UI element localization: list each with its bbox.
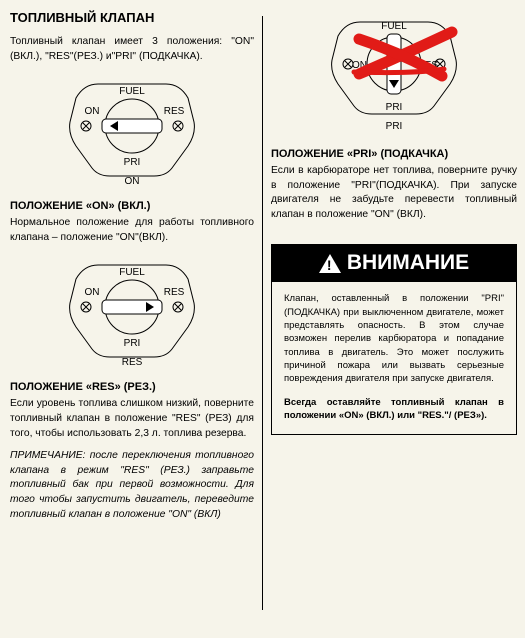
lbl-fuel: FUEL [381, 21, 407, 32]
warning-header: ВНИМАНИЕ [272, 245, 516, 282]
valve-diagram-pri: FUEL ON RES PRI PRI [271, 14, 517, 134]
intro-text: Топливный клапан имеет 3 положения: "ON"… [10, 35, 254, 64]
lbl-pri: PRI [386, 102, 403, 113]
heading-on: ПОЛОЖЕНИЕ «ON» (ВКЛ.) [10, 200, 254, 212]
valve-diagram-on: FUEL ON RES PRI ON [10, 76, 254, 186]
heading-pri: ПОЛОЖЕНИЕ «PRI» (ПОДКАЧКА) [271, 148, 517, 160]
lbl-pri: PRI [124, 338, 141, 349]
lbl-on: ON [85, 287, 100, 298]
text-res: Если уровень топлива слишком низкий, пов… [10, 397, 254, 441]
lbl-pri: PRI [124, 157, 141, 168]
lbl-res: RES [164, 287, 185, 298]
text-pri: Если в карбюраторе нет топлива, повернит… [271, 164, 517, 222]
warning-text-2: Всегда оставляйте топливный клапан в пол… [284, 396, 504, 423]
heading-res: ПОЛОЖЕНИЕ «RES» (РЕЗ.) [10, 381, 254, 393]
page-title: ТОПЛИВНЫЙ КЛАПАН [10, 10, 254, 25]
text-on: Нормальное положение для работы топливно… [10, 216, 254, 245]
lbl-fuel: FUEL [119, 267, 145, 278]
lbl-res: RES [164, 106, 185, 117]
warning-title: ВНИМАНИЕ [347, 251, 469, 275]
warning-text-1: Клапан, оставленный в положении "PRI" (П… [284, 292, 504, 385]
warning-box: ВНИМАНИЕ Клапан, оставленный в положении… [271, 244, 517, 435]
text-note: ПРИМЕЧАНИЕ: после переключения топливног… [10, 449, 254, 522]
lbl-fuel: FUEL [119, 86, 145, 97]
lbl-bottom: RES [122, 357, 143, 367]
warning-triangle-icon [319, 254, 341, 273]
column-divider [262, 16, 263, 610]
lbl-bottom: ON [125, 176, 140, 186]
lbl-on: ON [85, 106, 100, 117]
valve-diagram-res: FUEL ON RES PRI RES [10, 257, 254, 367]
lbl-bottom: PRI [386, 121, 403, 132]
